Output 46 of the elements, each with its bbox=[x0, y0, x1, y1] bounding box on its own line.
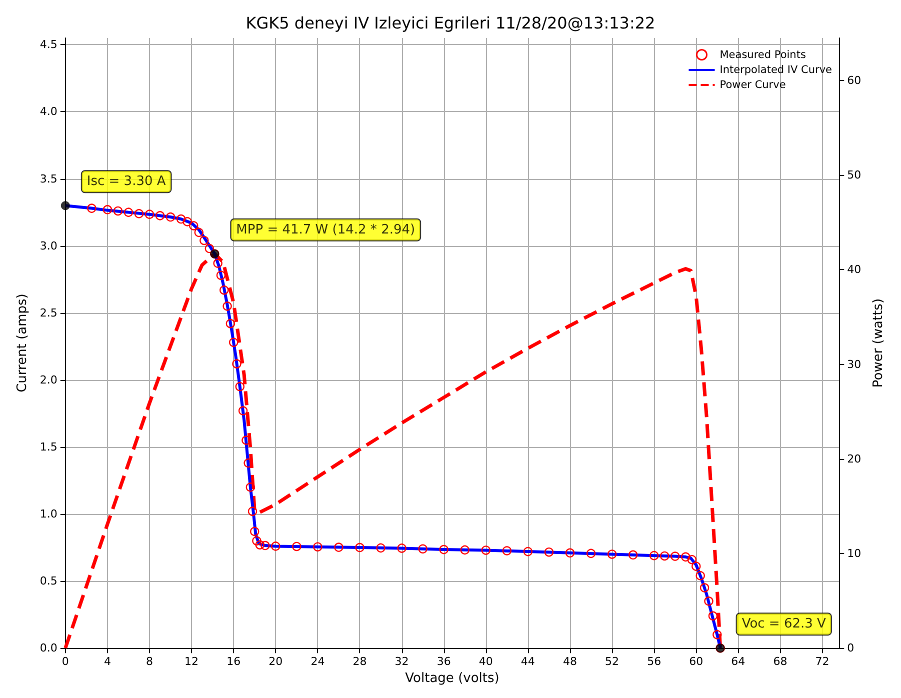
x-tick-label: 32 bbox=[394, 655, 409, 668]
x-tick-label: 40 bbox=[478, 655, 493, 668]
y2-tick-label: 40 bbox=[847, 263, 862, 276]
x-tick-label: 68 bbox=[773, 655, 788, 668]
x-axis-title: Voltage (volts) bbox=[405, 671, 500, 686]
x-tick-label: 28 bbox=[352, 655, 367, 668]
y2-tick-label: 50 bbox=[847, 168, 862, 182]
legend-label: Interpolated IV Curve bbox=[720, 64, 832, 76]
x-tick-label: 16 bbox=[226, 655, 241, 668]
legend-label: Measured Points bbox=[720, 48, 806, 61]
y-tick-label: 1.0 bbox=[40, 508, 58, 521]
y-tick-label: 3.5 bbox=[40, 172, 58, 186]
y-tick-label: 2.0 bbox=[40, 373, 58, 386]
y2-tick-label: 20 bbox=[847, 452, 862, 466]
y-tick-label: 2.5 bbox=[40, 306, 58, 320]
x-tick-label: 36 bbox=[436, 655, 451, 668]
y2-tick-label: 30 bbox=[847, 358, 862, 371]
y-tick-label: 3.0 bbox=[40, 239, 58, 252]
y-tick-label: 4.0 bbox=[40, 105, 58, 118]
y2-tick-label: 0 bbox=[847, 642, 854, 655]
x-tick-label: 20 bbox=[268, 655, 283, 668]
x-tick-label: 44 bbox=[520, 655, 535, 668]
y2-axis-title: Power (watts) bbox=[871, 298, 886, 388]
x-tick-label: 0 bbox=[62, 655, 69, 668]
annotation: Isc = 3.30 A bbox=[86, 174, 166, 190]
x-tick-label: 24 bbox=[310, 655, 325, 668]
x-tick-label: 52 bbox=[605, 655, 620, 668]
x-tick-label: 56 bbox=[647, 655, 662, 668]
x-tick-label: 12 bbox=[184, 655, 199, 668]
legend-label: Power Curve bbox=[720, 79, 786, 91]
x-tick-label: 8 bbox=[146, 655, 153, 668]
y-tick-label: 1.5 bbox=[40, 440, 58, 454]
y-tick-label: 4.5 bbox=[40, 38, 58, 52]
chart-title: KGK5 deneyi IV Izleyici Egrileri 11/28/20@13:13:22 bbox=[246, 14, 656, 32]
annotation: Voc = 62.3 V bbox=[742, 616, 826, 632]
x-tick-label: 64 bbox=[731, 655, 746, 668]
y2-tick-label: 10 bbox=[847, 547, 862, 560]
x-tick-label: 72 bbox=[815, 655, 830, 668]
x-tick-label: 48 bbox=[562, 655, 577, 668]
y-tick-label: 0.5 bbox=[40, 574, 58, 588]
y-axis-title: Current (amps) bbox=[15, 294, 30, 392]
x-tick-label: 60 bbox=[689, 655, 704, 668]
x-tick-label: 4 bbox=[104, 655, 111, 668]
y2-tick-label: 60 bbox=[847, 74, 862, 88]
annotation: MPP = 41.7 W (14.2 * 2.94) bbox=[236, 222, 416, 238]
y-tick-label: 0.0 bbox=[40, 642, 58, 655]
